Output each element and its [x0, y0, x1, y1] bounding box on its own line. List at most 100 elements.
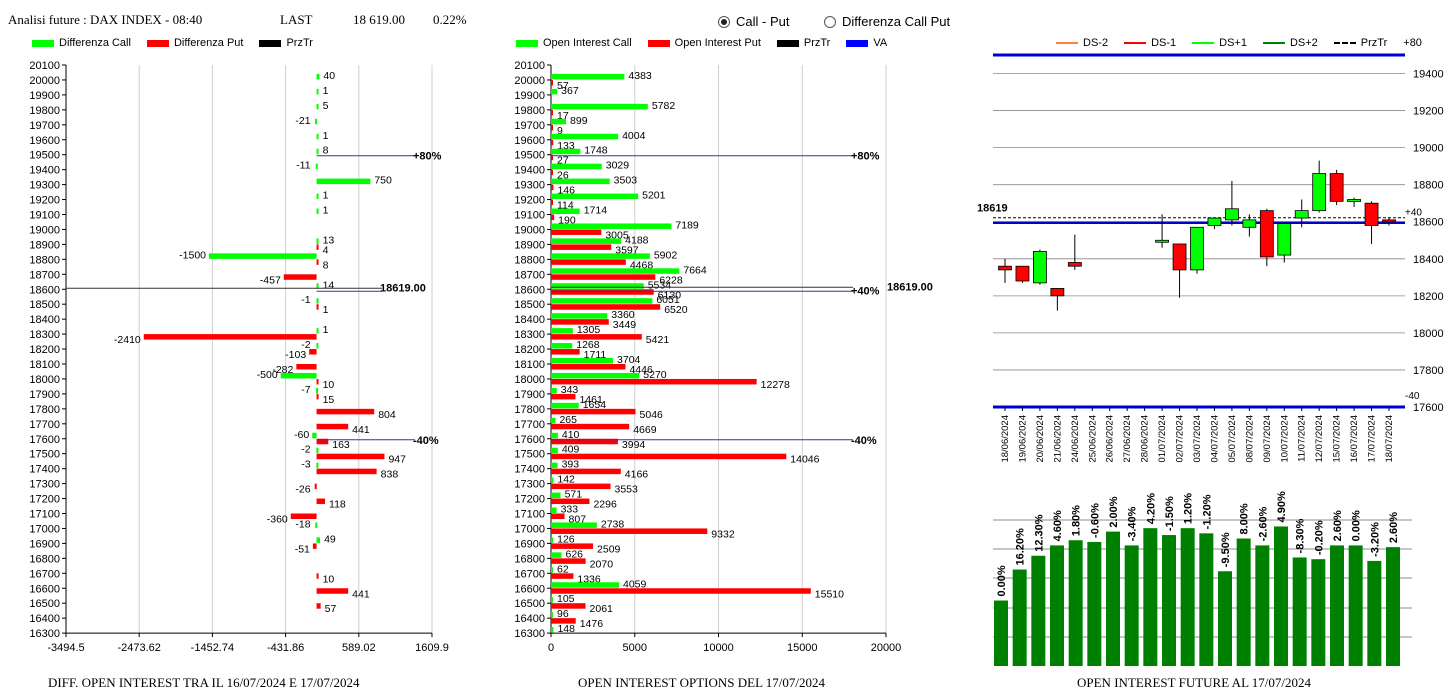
y-tick-label: 18200	[514, 344, 545, 356]
y-tick-label: 17500	[514, 449, 545, 461]
x-tick-label: 10/07/2024	[1279, 415, 1290, 463]
y-tick-label: 19200	[1413, 106, 1444, 118]
bar	[316, 423, 349, 430]
x-tick-label: 18/07/2024	[1384, 415, 1395, 463]
data-label: 14046	[790, 454, 819, 466]
bar	[551, 289, 654, 295]
y-tick-label: 16500	[514, 598, 545, 610]
data-label: -8.30%	[1295, 518, 1307, 553]
y-tick-label: 18400	[1413, 254, 1444, 266]
data-label: 4.20%	[1145, 493, 1157, 524]
candle-body	[1259, 210, 1274, 258]
y-tick-label: 17100	[29, 509, 60, 521]
data-label: 5902	[654, 249, 678, 261]
bar	[551, 408, 636, 415]
legend-swatch	[516, 39, 538, 47]
y-tick-label: 20100	[29, 60, 60, 72]
data-label: 27	[557, 155, 569, 167]
bar	[1367, 560, 1382, 666]
bar	[551, 118, 567, 125]
data-label: -1	[301, 294, 310, 306]
bar	[551, 259, 626, 265]
bar	[316, 73, 320, 80]
candle-body	[1207, 217, 1222, 226]
legend-label: Open Interest Put	[674, 37, 761, 49]
y-tick-label: 17600	[1413, 402, 1444, 414]
data-label: 8.00%	[1239, 503, 1251, 534]
bar	[551, 148, 581, 155]
x-tick-label: 01/07/2024	[1157, 415, 1168, 463]
data-label: 0.00%	[1351, 510, 1363, 541]
y-tick-label: 18000	[1413, 328, 1444, 340]
bar	[316, 462, 319, 469]
price-label: 18619	[977, 203, 1008, 215]
bar	[551, 423, 630, 430]
data-label: 3704	[617, 354, 641, 366]
y-tick-label: 17700	[29, 419, 60, 431]
data-label: -2.60%	[1257, 506, 1269, 541]
legend-label: DS+2	[1289, 37, 1318, 49]
bar	[551, 268, 680, 274]
bar	[551, 208, 580, 214]
bar	[1068, 540, 1083, 666]
y-tick-label: 18200	[1413, 291, 1444, 303]
x-tick-label: 10000	[703, 642, 734, 654]
y-tick-label: 16400	[29, 613, 60, 625]
data-label: 10	[323, 379, 335, 391]
bar	[551, 378, 757, 385]
bar	[551, 567, 553, 573]
data-label: 899	[570, 115, 588, 127]
radio-diff-call-put[interactable]: Differenza Call Put	[824, 14, 950, 29]
y-tick-label: 19600	[29, 135, 60, 147]
bar	[1162, 535, 1176, 666]
radio-diff-call-put-label: Differenza Call Put	[842, 14, 951, 29]
bar	[316, 468, 377, 475]
y-tick-label: 18100	[29, 359, 60, 371]
data-label: 5534	[648, 279, 672, 291]
data-label: 3553	[615, 484, 639, 496]
x-tick-label: 25/06/2024	[1087, 415, 1098, 463]
legend-swatch	[259, 39, 282, 47]
x-tick-label: 12/07/2024	[1314, 415, 1325, 463]
x-tick-label: 0	[548, 642, 554, 654]
bar	[551, 573, 574, 579]
candle-body	[1382, 219, 1396, 223]
data-label: -21	[295, 115, 310, 127]
y-tick-label: 18200	[29, 344, 60, 356]
y-tick-label: 19000	[1413, 143, 1444, 155]
bar	[551, 304, 661, 310]
x-tick-label: 24/06/2024	[1070, 415, 1081, 463]
y-tick-label: 20100	[514, 60, 545, 72]
data-label: 3503	[614, 175, 638, 187]
y-tick-label: 19400	[514, 165, 545, 177]
data-label: 1	[323, 130, 329, 142]
candle-body	[1050, 288, 1065, 297]
bar	[316, 378, 319, 385]
bar	[1348, 545, 1363, 666]
bar	[551, 139, 554, 146]
annotation-label: -40%	[851, 435, 877, 447]
bar	[280, 372, 317, 379]
bar	[316, 244, 319, 250]
bar	[551, 387, 557, 394]
y-tick-label: 18800	[1413, 180, 1444, 192]
bar	[551, 313, 608, 319]
data-label: 441	[352, 588, 370, 600]
radio-call-put[interactable]: Call - Put	[718, 14, 789, 29]
data-label: 1	[323, 324, 329, 336]
y-tick-label: 17800	[514, 404, 545, 416]
y-tick-label: 18800	[514, 254, 545, 266]
data-label: 10	[323, 573, 335, 585]
data-label: 9	[557, 125, 563, 137]
bar	[316, 537, 321, 543]
y-tick-label: 18600	[29, 284, 60, 296]
data-label: 4669	[633, 424, 657, 436]
bar	[551, 552, 562, 558]
bar	[551, 199, 553, 206]
bar	[1124, 545, 1139, 666]
data-label: 1748	[584, 145, 608, 157]
x-tick-label: -2473.62	[117, 642, 160, 654]
data-label: 1.80%	[1071, 505, 1083, 536]
bar	[315, 118, 318, 125]
radio-selected-icon	[718, 15, 730, 28]
